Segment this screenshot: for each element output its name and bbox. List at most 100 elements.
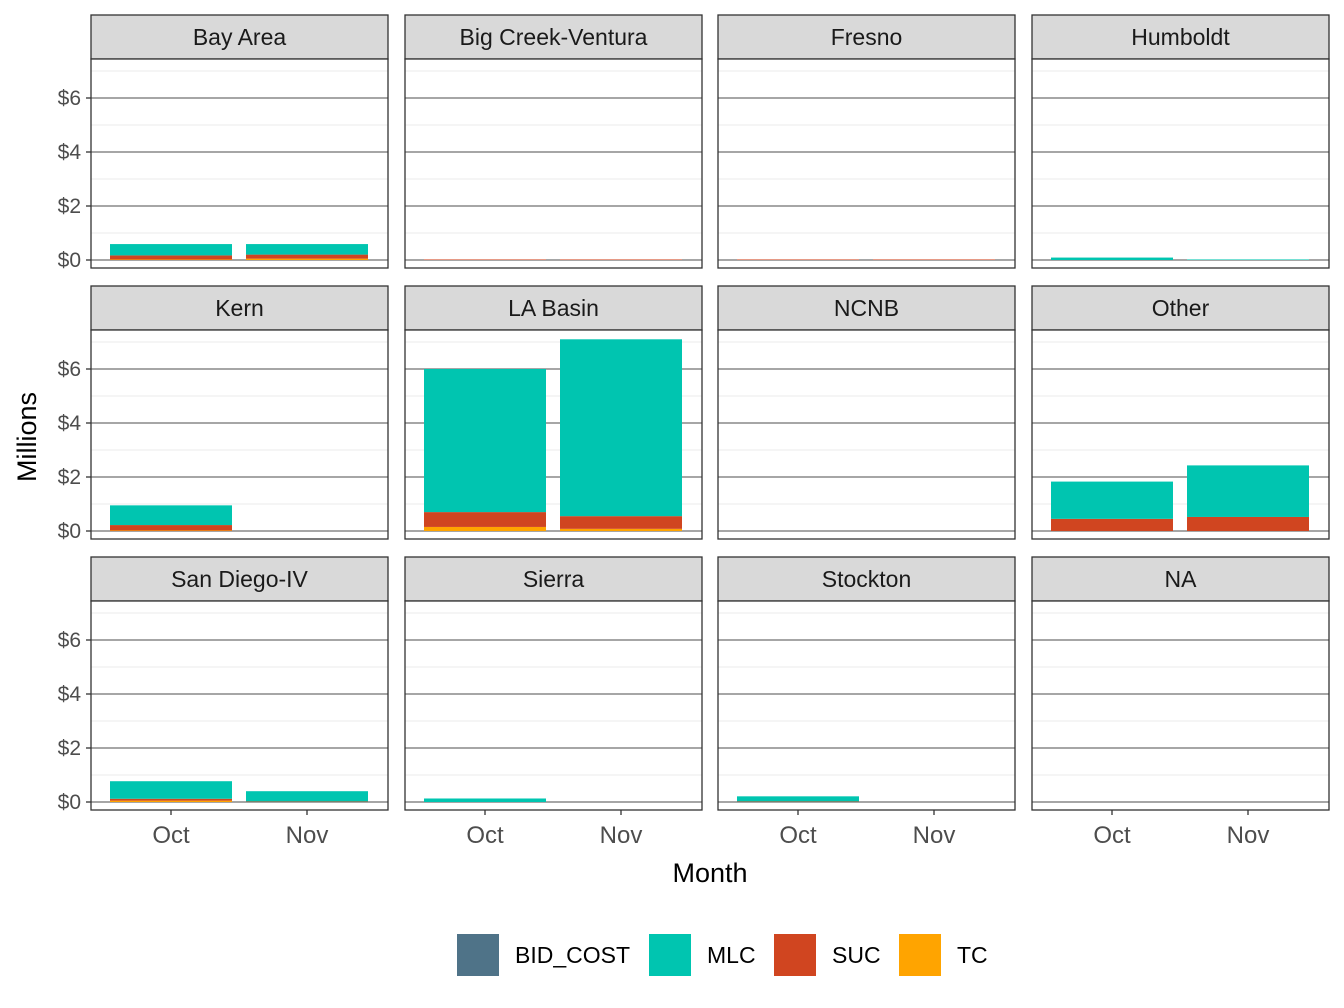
- panel-border: [1031, 58, 1330, 269]
- bar-humboldt-oct-mlc: [1051, 257, 1173, 260]
- legend-item-bid-cost: BID_COST: [457, 934, 630, 976]
- bar-san-diego-iv-oct-mlc: [110, 781, 232, 799]
- facet-strip: [404, 556, 703, 602]
- facet-ncnb: NCNB: [717, 285, 1016, 540]
- facet-kern: Kern $0 $2 $4 $6: [58, 285, 389, 543]
- bar-sierra-oct-mlc: [424, 798, 546, 802]
- x-tick-label: Nov: [600, 822, 643, 849]
- facet-strip: [1031, 14, 1330, 60]
- bar-la-basin-oct-suc: [424, 512, 546, 527]
- facet-strip-label: Big Creek-Ventura: [460, 24, 648, 50]
- panel-border: [90, 329, 389, 540]
- bar-big-creek-ventura-nov-suc: [560, 259, 682, 260]
- bar-other-nov-mlc: [1187, 465, 1309, 517]
- y-tick-label: $0: [58, 520, 81, 543]
- x-tick-label: Oct: [152, 822, 190, 849]
- facet-strip-label: Fresno: [831, 24, 903, 50]
- facet-strip: [90, 14, 389, 60]
- facet-strip-label: LA Basin: [508, 295, 599, 321]
- bar-fresno-nov-suc: [873, 259, 995, 260]
- facet-strip: [90, 285, 389, 331]
- y-tick-label: $4: [58, 141, 82, 164]
- y-tick-label: $4: [58, 412, 82, 435]
- bar-other-nov-suc: [1187, 516, 1309, 531]
- bar-la-basin-nov-tc: [560, 528, 682, 531]
- facet-strip: [717, 285, 1016, 331]
- facet-panels: Bay Area $0 $2 $4 $6 Big Creek-Ventura Fresno H…: [58, 14, 1330, 849]
- facet-stockton: Stockton Oct Nov: [717, 556, 1016, 849]
- legend-item-mlc: MLC: [649, 934, 756, 976]
- bar-kern-oct-mlc: [110, 505, 232, 526]
- facet-strip-label: Sierra: [523, 566, 585, 592]
- facet-strip-label: NCNB: [834, 295, 899, 321]
- plot-background: [718, 330, 1015, 539]
- bar-kern-oct-tc: [110, 530, 232, 531]
- panel-border: [90, 600, 389, 811]
- legend-label: SUC: [832, 942, 881, 968]
- bar-la-basin-nov-mlc: [560, 339, 682, 517]
- legend-label: BID_COST: [515, 942, 630, 968]
- plot-background: [91, 601, 388, 810]
- facet-strip-label: Humboldt: [1131, 24, 1230, 50]
- legend: BID_COST MLC SUC TC: [457, 934, 988, 976]
- facet-strip: [717, 14, 1016, 60]
- bar-bay-area-oct-suc: [110, 255, 232, 260]
- bar-other-oct-suc: [1051, 518, 1173, 531]
- x-tick-label: Oct: [1093, 822, 1131, 849]
- facet-strip-label: Stockton: [822, 566, 912, 592]
- panel-border: [717, 329, 1016, 540]
- bar-san-diego-iv-nov-mlc: [246, 791, 368, 802]
- facet-other: Other: [1031, 285, 1330, 540]
- bar-bay-area-oct-mlc: [110, 244, 232, 256]
- plot-background: [718, 59, 1015, 268]
- plot-background: [1032, 601, 1329, 810]
- panel-border: [404, 329, 703, 540]
- plot-background: [91, 59, 388, 268]
- y-tick-label: $2: [58, 737, 81, 760]
- bar-bay-area-nov-suc: [246, 254, 368, 259]
- plot-background: [718, 601, 1015, 810]
- y-tick-label: $2: [58, 195, 81, 218]
- bar-fresno-oct-suc: [737, 259, 859, 260]
- panel-border: [1031, 600, 1330, 811]
- legend-label: MLC: [707, 942, 756, 968]
- facet-strip: [1031, 556, 1330, 602]
- facet-strip-label: NA: [1165, 566, 1198, 592]
- x-tick-label: Oct: [779, 822, 817, 849]
- x-axis-title: Month: [672, 858, 747, 888]
- y-tick-label: $2: [58, 466, 81, 489]
- bar-san-diego-iv-oct-tc: [110, 800, 232, 802]
- bar-other-oct-mlc: [1051, 481, 1173, 519]
- x-tick-label: Nov: [1227, 822, 1270, 849]
- bar-san-diego-iv-nov-suc: [246, 801, 368, 802]
- legend-label: TC: [957, 942, 988, 968]
- facet-strip-label: San Diego-IV: [171, 566, 308, 592]
- x-tick-label: Oct: [466, 822, 504, 849]
- plot-background: [1032, 59, 1329, 268]
- bar-kern-oct-suc: [110, 525, 232, 531]
- facet-strip: [717, 556, 1016, 602]
- x-tick-label: Nov: [286, 822, 329, 849]
- plot-background: [405, 59, 702, 268]
- legend-item-tc: TC: [899, 934, 988, 976]
- bar-big-creek-ventura-oct-suc: [424, 259, 546, 260]
- panel-border: [404, 600, 703, 811]
- panel-border: [1031, 329, 1330, 540]
- legend-swatch: [649, 934, 691, 976]
- facet-big-creek-ventura: Big Creek-Ventura: [404, 14, 703, 269]
- legend-item-suc: SUC: [774, 934, 881, 976]
- facet-sierra: Sierra Oct Nov: [404, 556, 703, 849]
- y-tick-label: $4: [58, 683, 82, 706]
- bar-stockton-oct-mlc: [737, 796, 859, 802]
- facet-humboldt: Humboldt: [1031, 14, 1330, 269]
- facet-strip-label: Kern: [215, 295, 264, 321]
- panel-border: [404, 58, 703, 269]
- bar-la-basin-nov-suc: [560, 516, 682, 529]
- facet-strip-label: Bay Area: [193, 24, 287, 50]
- facet-strip: [90, 556, 389, 602]
- x-tick-label: Nov: [913, 822, 956, 849]
- bar-la-basin-oct-mlc: [424, 369, 546, 513]
- panel-border: [717, 58, 1016, 269]
- bar-stockton-oct-suc: [737, 801, 859, 802]
